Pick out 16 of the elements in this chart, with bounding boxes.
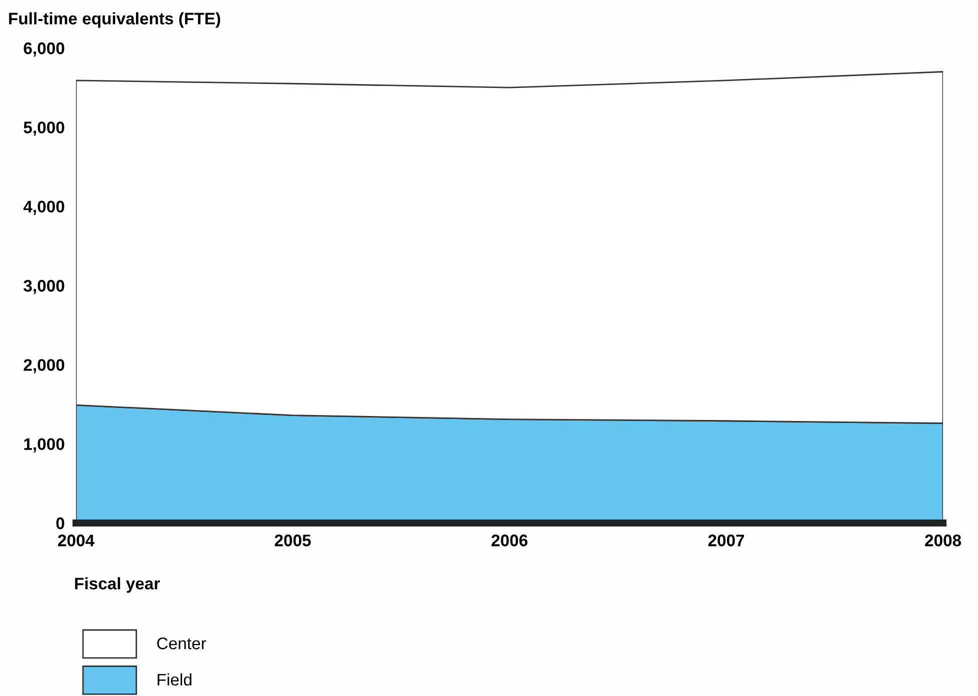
x-axis-title: Fiscal year — [75, 577, 160, 593]
y-tick-label: 5,000 — [24, 122, 64, 136]
y-tick-label: 6,000 — [24, 42, 64, 57]
y-tick-label: 1,000 — [24, 438, 64, 452]
x-tick-label: 2007 — [708, 534, 744, 546]
y-axis-title: Full-time equivalents (FTE) — [9, 12, 220, 28]
x-tick-label: 2006 — [492, 534, 528, 546]
x-tick-label: 2008 — [925, 534, 962, 546]
y-tick-label: 0 — [56, 517, 64, 530]
x-tick-label: 2005 — [274, 534, 311, 546]
x-tick-label: 2004 — [58, 534, 94, 546]
y-tick-label: 2,000 — [24, 359, 64, 374]
legend-label: Center — [157, 638, 206, 650]
y-tick-label: 3,000 — [24, 280, 64, 294]
legend-label: Field — [158, 673, 192, 686]
y-tick-label: 4,000 — [23, 200, 64, 215]
